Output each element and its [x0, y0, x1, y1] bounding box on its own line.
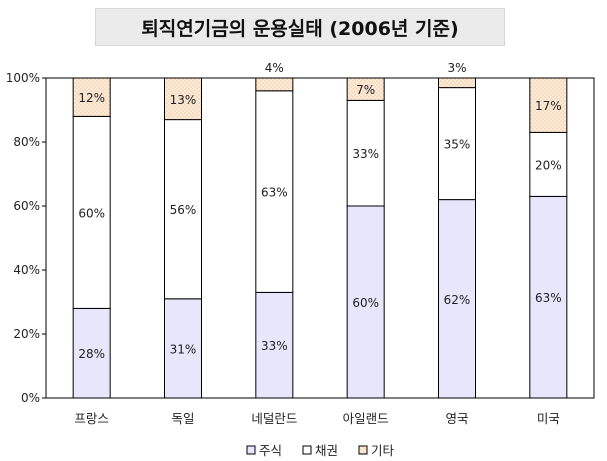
data-label: 31% — [170, 342, 197, 356]
data-label: 13% — [170, 93, 197, 107]
data-label: 56% — [170, 203, 197, 217]
bar-segment-기타 — [346, 77, 385, 101]
data-label: 62% — [444, 293, 471, 307]
bar-segment-주식 — [255, 291, 294, 399]
x-tick-label: 영국 — [445, 411, 468, 426]
bar-segment-기타 — [255, 77, 294, 92]
legend-label: 기타 — [371, 443, 395, 458]
data-label: 28% — [78, 347, 105, 361]
legend-swatch — [246, 445, 256, 455]
x-tick-label: 독일 — [171, 411, 194, 426]
y-tick-label: 20% — [13, 327, 40, 341]
bar-segment-채권 — [438, 87, 476, 201]
bar-segment-기타 — [529, 77, 568, 133]
data-label: 4% — [265, 61, 284, 75]
y-tick-label: 100% — [6, 71, 40, 85]
data-label: 12% — [78, 91, 105, 105]
y-tick-label: 40% — [13, 263, 40, 277]
data-label: 63% — [261, 186, 288, 200]
data-label: 33% — [261, 339, 288, 353]
data-label: 3% — [447, 61, 466, 75]
x-tick-label: 미국 — [537, 411, 560, 426]
x-tick-label: 아일랜드 — [343, 411, 389, 426]
data-label: 60% — [352, 296, 379, 310]
data-label: 20% — [535, 158, 562, 172]
bar-segment-채권 — [529, 131, 568, 197]
x-tick-label: 네덜란드 — [251, 411, 297, 426]
y-tick-label: 60% — [13, 199, 40, 213]
bar-segment-채권 — [346, 99, 385, 207]
x-tick-label: 프랑스 — [74, 411, 109, 426]
plot-area — [45, 77, 595, 399]
y-tick-label: 80% — [13, 135, 40, 149]
bar-segment-주식 — [438, 199, 476, 399]
legend-swatch — [358, 445, 368, 455]
data-label: 33% — [352, 147, 379, 161]
bar-segment-기타 — [164, 77, 202, 121]
y-tick-label: 0% — [21, 391, 40, 405]
data-label: 17% — [535, 99, 562, 113]
bar-segment-기타 — [72, 77, 111, 117]
data-label: 7% — [356, 83, 375, 97]
legend-label: 주식 — [259, 443, 282, 458]
bar-segment-채권 — [164, 119, 202, 300]
legend-swatch — [302, 445, 312, 455]
bar-segment-채권 — [255, 90, 294, 293]
data-label: 63% — [535, 291, 562, 305]
bar-segment-주식 — [529, 195, 568, 399]
bar-segment-주식 — [72, 307, 111, 399]
data-label: 60% — [78, 206, 105, 220]
data-label: 35% — [444, 138, 471, 152]
chart-title: 퇴직연기금의 운용실태 (2006년 기준) — [95, 8, 505, 46]
legend-label: 채권 — [315, 443, 338, 458]
bar-segment-기타 — [438, 77, 476, 89]
